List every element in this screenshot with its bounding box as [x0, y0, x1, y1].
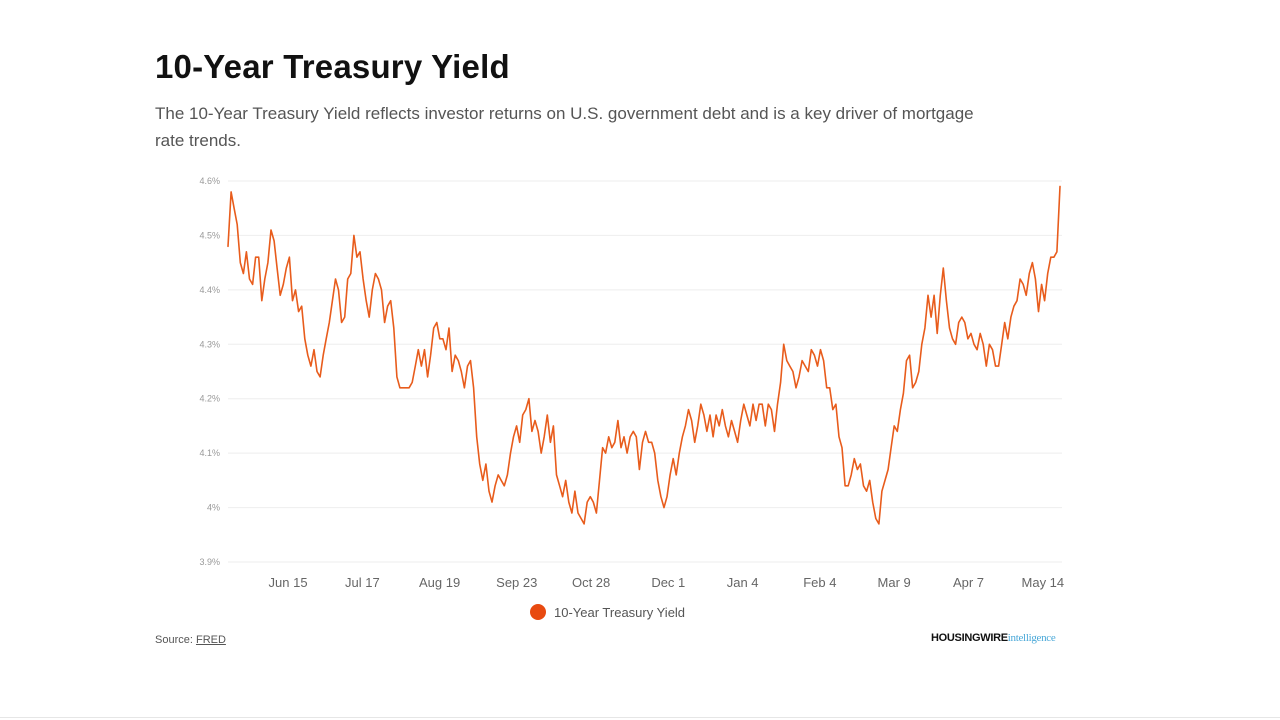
x-tick-label: Sep 23	[496, 575, 537, 590]
x-tick-label: Aug 19	[419, 575, 460, 590]
chart-subtitle: The 10-Year Treasury Yield reflects inve…	[155, 104, 974, 150]
y-tick-label: 4.3%	[199, 339, 220, 349]
y-tick-label: 4.4%	[199, 285, 220, 295]
y-tick-label: 3.9%	[199, 557, 220, 567]
source-label: Source:	[155, 634, 196, 646]
logo-wordmark-intelligence: intelligence	[1007, 632, 1056, 644]
y-tick-label: 4.2%	[199, 394, 220, 404]
x-tick-label: May 14	[1022, 575, 1065, 590]
gridlines	[228, 180, 1062, 563]
x-tick-label: Apr 7	[953, 575, 984, 590]
source-link-fred[interactable]: FRED	[195, 634, 226, 646]
legend-label: 10-Year Treasury Yield	[554, 604, 686, 620]
legend[interactable]: 10-Year Treasury Yield	[530, 604, 685, 620]
y-tick-label: 4.1%	[199, 448, 220, 458]
y-tick-label: 4.6%	[199, 176, 220, 186]
x-tick-label: Oct 28	[572, 575, 610, 590]
housingwire-logo: HOUSINGWIREintelligence	[931, 632, 1056, 644]
x-tick-label: Jun 15	[269, 575, 308, 590]
legend-swatch-icon	[530, 604, 546, 620]
x-tick-label: Feb 4	[803, 575, 836, 590]
source-note: Source: FRED	[155, 634, 226, 646]
x-tick-label: Jan 4	[727, 575, 759, 590]
x-tick-label: Mar 9	[878, 575, 911, 590]
y-tick-label: 4%	[207, 503, 220, 513]
bottom-divider	[0, 717, 1280, 718]
logo-wordmark-housingwire: HOUSINGWIRE	[931, 632, 1008, 644]
y-tick-label: 4.5%	[199, 230, 220, 240]
y-axis-ticks: 3.9% 4% 4.1% 4.2% 4.3% 4.4% 4.5% 4.6%	[199, 176, 220, 567]
x-axis-ticks: Jun 15 Jul 17 Aug 19 Sep 23 Oct 28 Dec 1 Jan 4…	[269, 575, 1065, 590]
chart-title: 10-Year Treasury Yield	[155, 48, 510, 85]
x-tick-label: Dec 1	[651, 575, 685, 590]
x-tick-label: Jul 17	[345, 575, 380, 590]
series-line-10-year-treasury-yield	[227, 185, 1061, 525]
